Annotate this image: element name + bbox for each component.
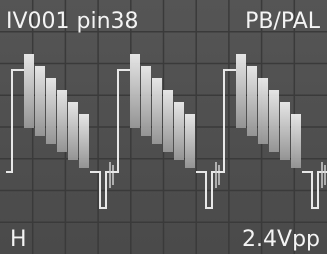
step-bar <box>291 114 301 168</box>
step-bar <box>68 102 78 160</box>
amplitude-label: 2.4Vpp <box>242 227 320 252</box>
step-bar <box>130 54 140 128</box>
step-bar <box>79 114 89 168</box>
oscilloscope-screen: IV001 pin38 PB/PAL H 2.4Vpp <box>0 0 327 254</box>
mode-label: PB/PAL <box>245 9 321 34</box>
step-bar <box>57 90 67 152</box>
timebase-label: H <box>10 227 27 252</box>
step-bar <box>24 54 34 128</box>
page: IV001 pin38 PB/PAL H 2.4Vpp (() => { con… <box>0 0 327 254</box>
step-bar <box>46 78 56 144</box>
step-bar <box>141 66 151 136</box>
step-bar <box>280 102 290 160</box>
channel-label: IV001 pin38 <box>6 9 139 34</box>
step-bar <box>152 78 162 144</box>
step-bar <box>236 54 246 128</box>
step-bar <box>35 66 45 136</box>
step-bar <box>174 102 184 160</box>
step-bar <box>185 114 195 168</box>
step-bar <box>163 90 173 152</box>
step-bar <box>269 90 279 152</box>
step-bar <box>247 66 257 136</box>
step-bar <box>258 78 268 144</box>
